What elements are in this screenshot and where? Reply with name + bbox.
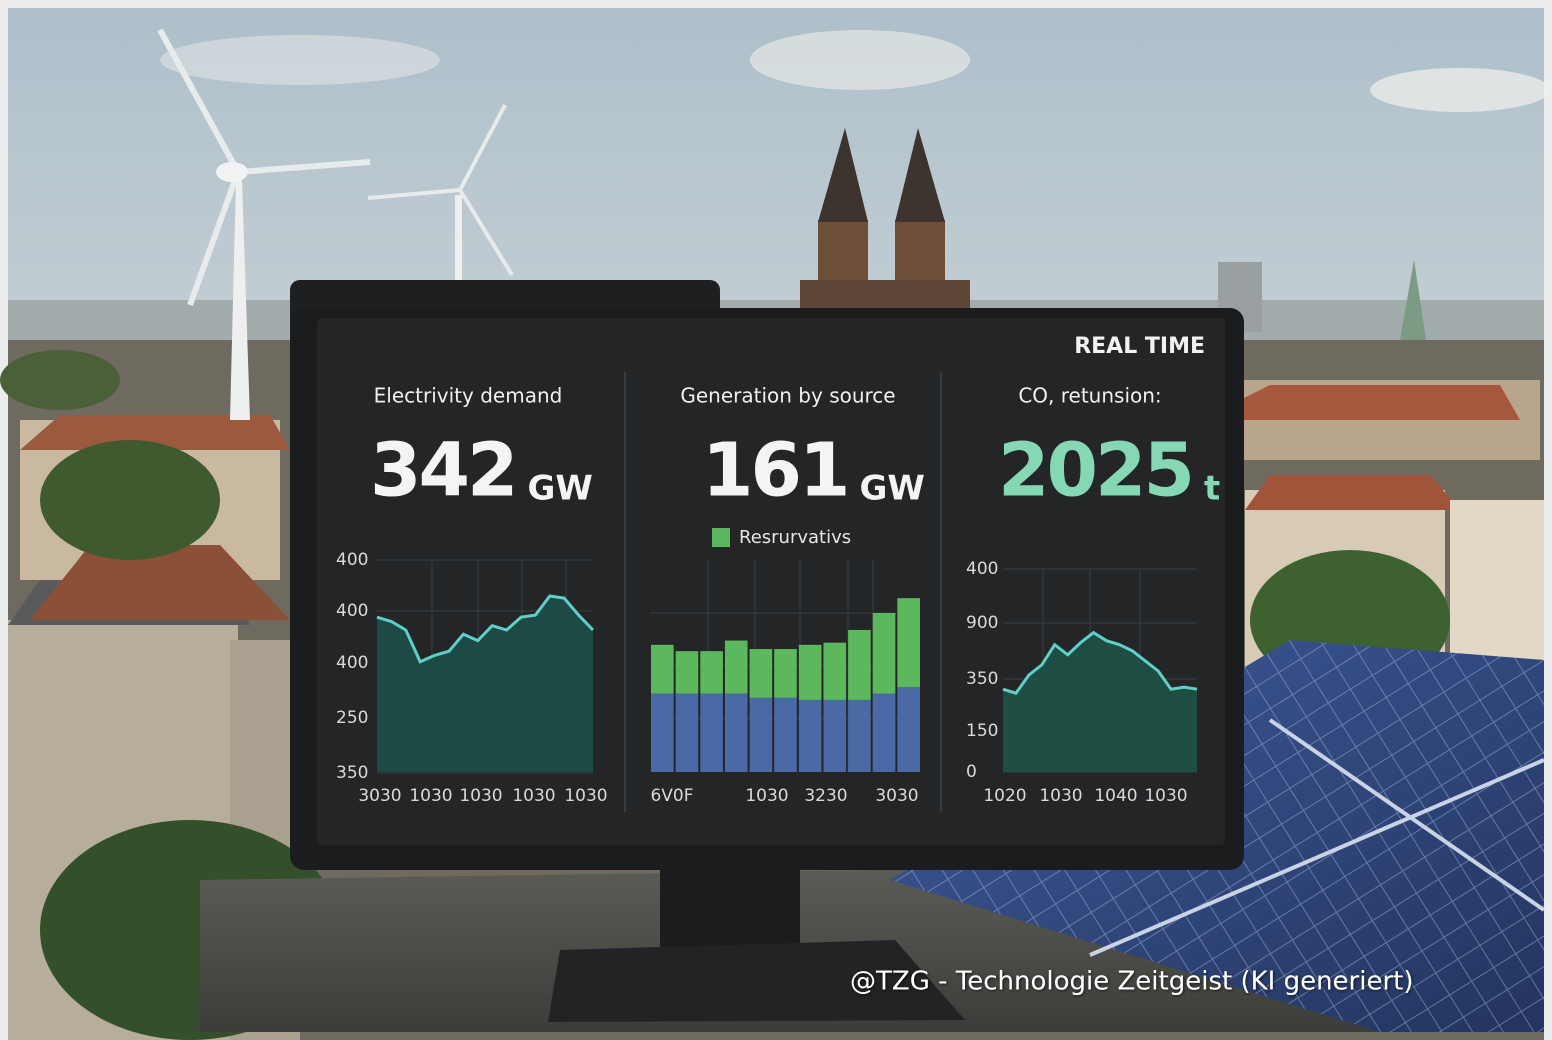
bar-segment [798,644,822,700]
y-tick-label: 400 [966,559,998,579]
bar-segment [749,697,773,772]
y-tick-label: 150 [966,721,998,741]
area [377,596,593,772]
x-tick-label: 3030 [358,786,401,806]
x-tick-label: 3230 [804,786,847,806]
bar-segment [897,598,920,688]
x-tick-label: 1030 [1039,786,1082,806]
y-tick-label: 400 [336,550,368,570]
y-tick-label: 0 [966,762,977,782]
x-tick-label: 1030 [745,786,788,806]
x-tick-label: 1030 [459,786,502,806]
kpi-value: 2025 [998,428,1192,514]
bar-segment [872,693,896,772]
bar-segment [651,693,674,772]
y-tick-label: 350 [336,763,368,783]
bar-segment [823,642,847,700]
header: REAL TIME [1074,334,1205,359]
bar-segment [724,640,748,694]
bar-segment [651,644,674,694]
line [1002,630,1198,695]
bar-segment [675,693,699,772]
kpi-unit: t [1204,469,1220,509]
bar-segment [798,699,822,772]
panel-title: CO, retunsion: [1018,384,1161,408]
kpi-value: 161 [702,428,847,514]
x-tick-label: 1020 [983,786,1026,806]
bar-segment [774,697,797,772]
area [1003,632,1197,772]
legend-swatch [712,528,730,547]
legend-label: Resrurvativs [739,527,851,548]
line [376,594,595,664]
bar-segment [848,629,871,700]
bar-segment [675,651,699,694]
kpi-unit: GW [527,469,592,509]
kpi-value: 342 [370,428,515,514]
x-tick-label: 1030 [1144,786,1187,806]
panel-title: Generation by source [680,384,895,408]
photo [0,8,1550,1040]
kpi-unit: GW [859,469,924,509]
bar-segment [749,649,773,698]
x-tick-label: 3030 [875,786,918,806]
x-tick-label: 1040 [1094,786,1137,806]
y-tick-label: 400 [336,601,368,621]
bar-segment [774,649,797,698]
bar-segment [848,699,871,772]
y-tick-label: 250 [336,708,368,728]
bar-segment [700,651,723,694]
bar-segment [872,613,896,694]
y-tick-label: 350 [966,669,998,689]
bar-segment [700,693,723,772]
x-tick-label: 1030 [512,786,555,806]
bar-segment [724,693,748,772]
watermark: @TZG - Technologie Zeitgeist (KI generie… [850,967,1413,997]
x-tick-label: 6V0F [650,786,693,806]
x-tick-label: 1030 [409,786,452,806]
bar-segment [823,699,847,772]
y-tick-label: 400 [336,653,368,673]
bar-segment [897,687,920,772]
y-tick-label: 900 [966,613,998,633]
x-tick-label: 1030 [564,786,607,806]
panel-title: Electrivity demand [374,384,563,408]
